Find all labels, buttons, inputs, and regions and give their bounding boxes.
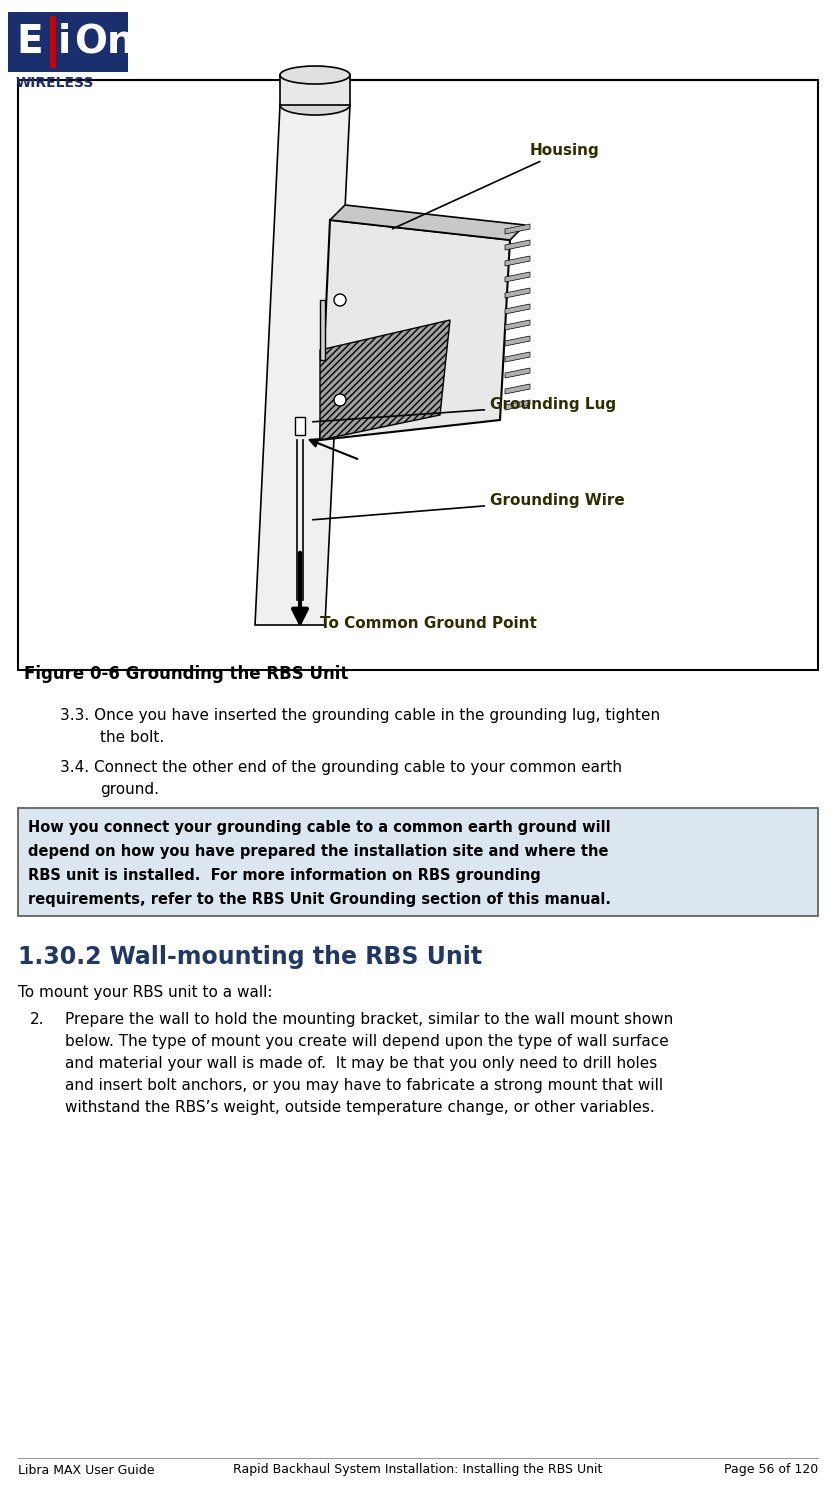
Polygon shape — [505, 400, 530, 410]
Bar — [18, 808, 818, 916]
Polygon shape — [505, 384, 530, 394]
Text: Rapid Backhaul System Installation: Installing the RBS Unit: Rapid Backhaul System Installation: Inst… — [233, 1464, 603, 1476]
Polygon shape — [505, 320, 530, 330]
Polygon shape — [255, 105, 350, 626]
Text: depend on how you have prepared the installation site and where the: depend on how you have prepared the inst… — [28, 844, 609, 859]
Text: Page 56 of 120: Page 56 of 120 — [724, 1464, 818, 1476]
Text: 2.: 2. — [30, 1013, 44, 1028]
Text: Housing: Housing — [393, 142, 599, 230]
Polygon shape — [320, 300, 325, 360]
Text: WIRELESS: WIRELESS — [16, 76, 94, 90]
Ellipse shape — [280, 94, 350, 116]
Text: RBS unit is installed.  For more information on RBS grounding: RBS unit is installed. For more informat… — [28, 868, 541, 883]
Polygon shape — [320, 220, 510, 440]
Text: Grounding Lug: Grounding Lug — [313, 398, 616, 422]
Bar — [8, 12, 128, 72]
Polygon shape — [505, 304, 530, 313]
Text: i: i — [58, 22, 71, 62]
Polygon shape — [505, 352, 530, 362]
Text: requirements, refer to the RBS Unit Grounding section of this manual.: requirements, refer to the RBS Unit Grou… — [28, 892, 611, 908]
Text: How you connect your grounding cable to a common earth ground will: How you connect your grounding cable to … — [28, 821, 610, 836]
Text: Libra MAX User Guide: Libra MAX User Guide — [18, 1464, 155, 1476]
Text: To Common Ground Point: To Common Ground Point — [320, 616, 537, 632]
Text: and insert bolt anchors, or you may have to fabricate a strong mount that will: and insert bolt anchors, or you may have… — [65, 1078, 663, 1094]
Text: Grounding Wire: Grounding Wire — [313, 492, 624, 520]
Polygon shape — [505, 240, 530, 250]
Ellipse shape — [280, 66, 350, 84]
Text: To mount your RBS unit to a wall:: To mount your RBS unit to a wall: — [18, 986, 273, 1000]
Polygon shape — [505, 256, 530, 265]
Text: 3.4. Connect the other end of the grounding cable to your common earth: 3.4. Connect the other end of the ground… — [60, 760, 622, 776]
Text: E: E — [16, 22, 43, 62]
Text: below. The type of mount you create will depend upon the type of wall surface: below. The type of mount you create will… — [65, 1034, 669, 1048]
Text: Figure 0-6 Grounding the RBS Unit: Figure 0-6 Grounding the RBS Unit — [24, 664, 349, 682]
Text: On: On — [74, 22, 135, 62]
Text: withstand the RBS’s weight, outside temperature change, or other variables.: withstand the RBS’s weight, outside temp… — [65, 1100, 655, 1114]
Polygon shape — [505, 272, 530, 282]
Polygon shape — [505, 224, 530, 234]
Bar — [18, 80, 818, 670]
Polygon shape — [505, 288, 530, 298]
Polygon shape — [505, 368, 530, 378]
Bar — [280, 75, 350, 105]
Polygon shape — [320, 320, 450, 440]
Bar — [50, 16, 56, 68]
Ellipse shape — [334, 294, 346, 306]
Text: and material your wall is made of.  It may be that you only need to drill holes: and material your wall is made of. It ma… — [65, 1056, 657, 1071]
Polygon shape — [330, 206, 525, 240]
Polygon shape — [505, 336, 530, 346]
Ellipse shape — [334, 394, 346, 406]
Text: 1.30.2 Wall-mounting the RBS Unit: 1.30.2 Wall-mounting the RBS Unit — [18, 945, 482, 969]
Text: ground.: ground. — [100, 782, 159, 796]
Text: the bolt.: the bolt. — [100, 730, 164, 746]
Text: 3.3. Once you have inserted the grounding cable in the grounding lug, tighten: 3.3. Once you have inserted the groundin… — [60, 708, 660, 723]
Bar — [295, 417, 305, 435]
Text: Prepare the wall to hold the mounting bracket, similar to the wall mount shown: Prepare the wall to hold the mounting br… — [65, 1013, 673, 1028]
